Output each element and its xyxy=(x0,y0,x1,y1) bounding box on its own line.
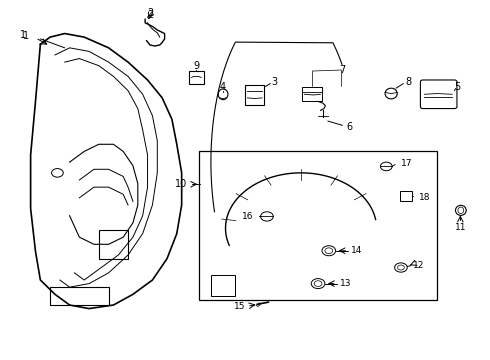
Text: 15: 15 xyxy=(234,302,245,311)
Bar xyxy=(189,71,203,84)
Bar xyxy=(400,191,412,202)
Text: 12: 12 xyxy=(413,261,424,270)
Bar xyxy=(211,275,235,296)
Text: 6: 6 xyxy=(347,122,353,132)
Text: 4: 4 xyxy=(220,82,226,92)
Text: 8: 8 xyxy=(406,77,412,87)
Text: 1: 1 xyxy=(20,30,26,40)
Bar xyxy=(302,87,322,102)
Text: 7: 7 xyxy=(339,65,345,75)
Bar xyxy=(199,152,438,300)
Text: 18: 18 xyxy=(419,193,431,202)
Text: 5: 5 xyxy=(454,82,460,92)
Text: 16: 16 xyxy=(242,212,254,221)
Text: 3: 3 xyxy=(271,77,277,87)
Text: 1: 1 xyxy=(23,31,29,41)
Text: 2: 2 xyxy=(147,10,153,19)
Bar xyxy=(245,85,265,105)
Text: 11: 11 xyxy=(455,223,466,232)
Bar xyxy=(50,287,109,305)
Text: 2: 2 xyxy=(147,8,153,18)
Text: 9: 9 xyxy=(193,61,199,71)
Text: 13: 13 xyxy=(340,279,351,288)
Text: 10: 10 xyxy=(175,179,188,189)
Text: 17: 17 xyxy=(401,159,413,168)
Text: 14: 14 xyxy=(351,246,363,255)
